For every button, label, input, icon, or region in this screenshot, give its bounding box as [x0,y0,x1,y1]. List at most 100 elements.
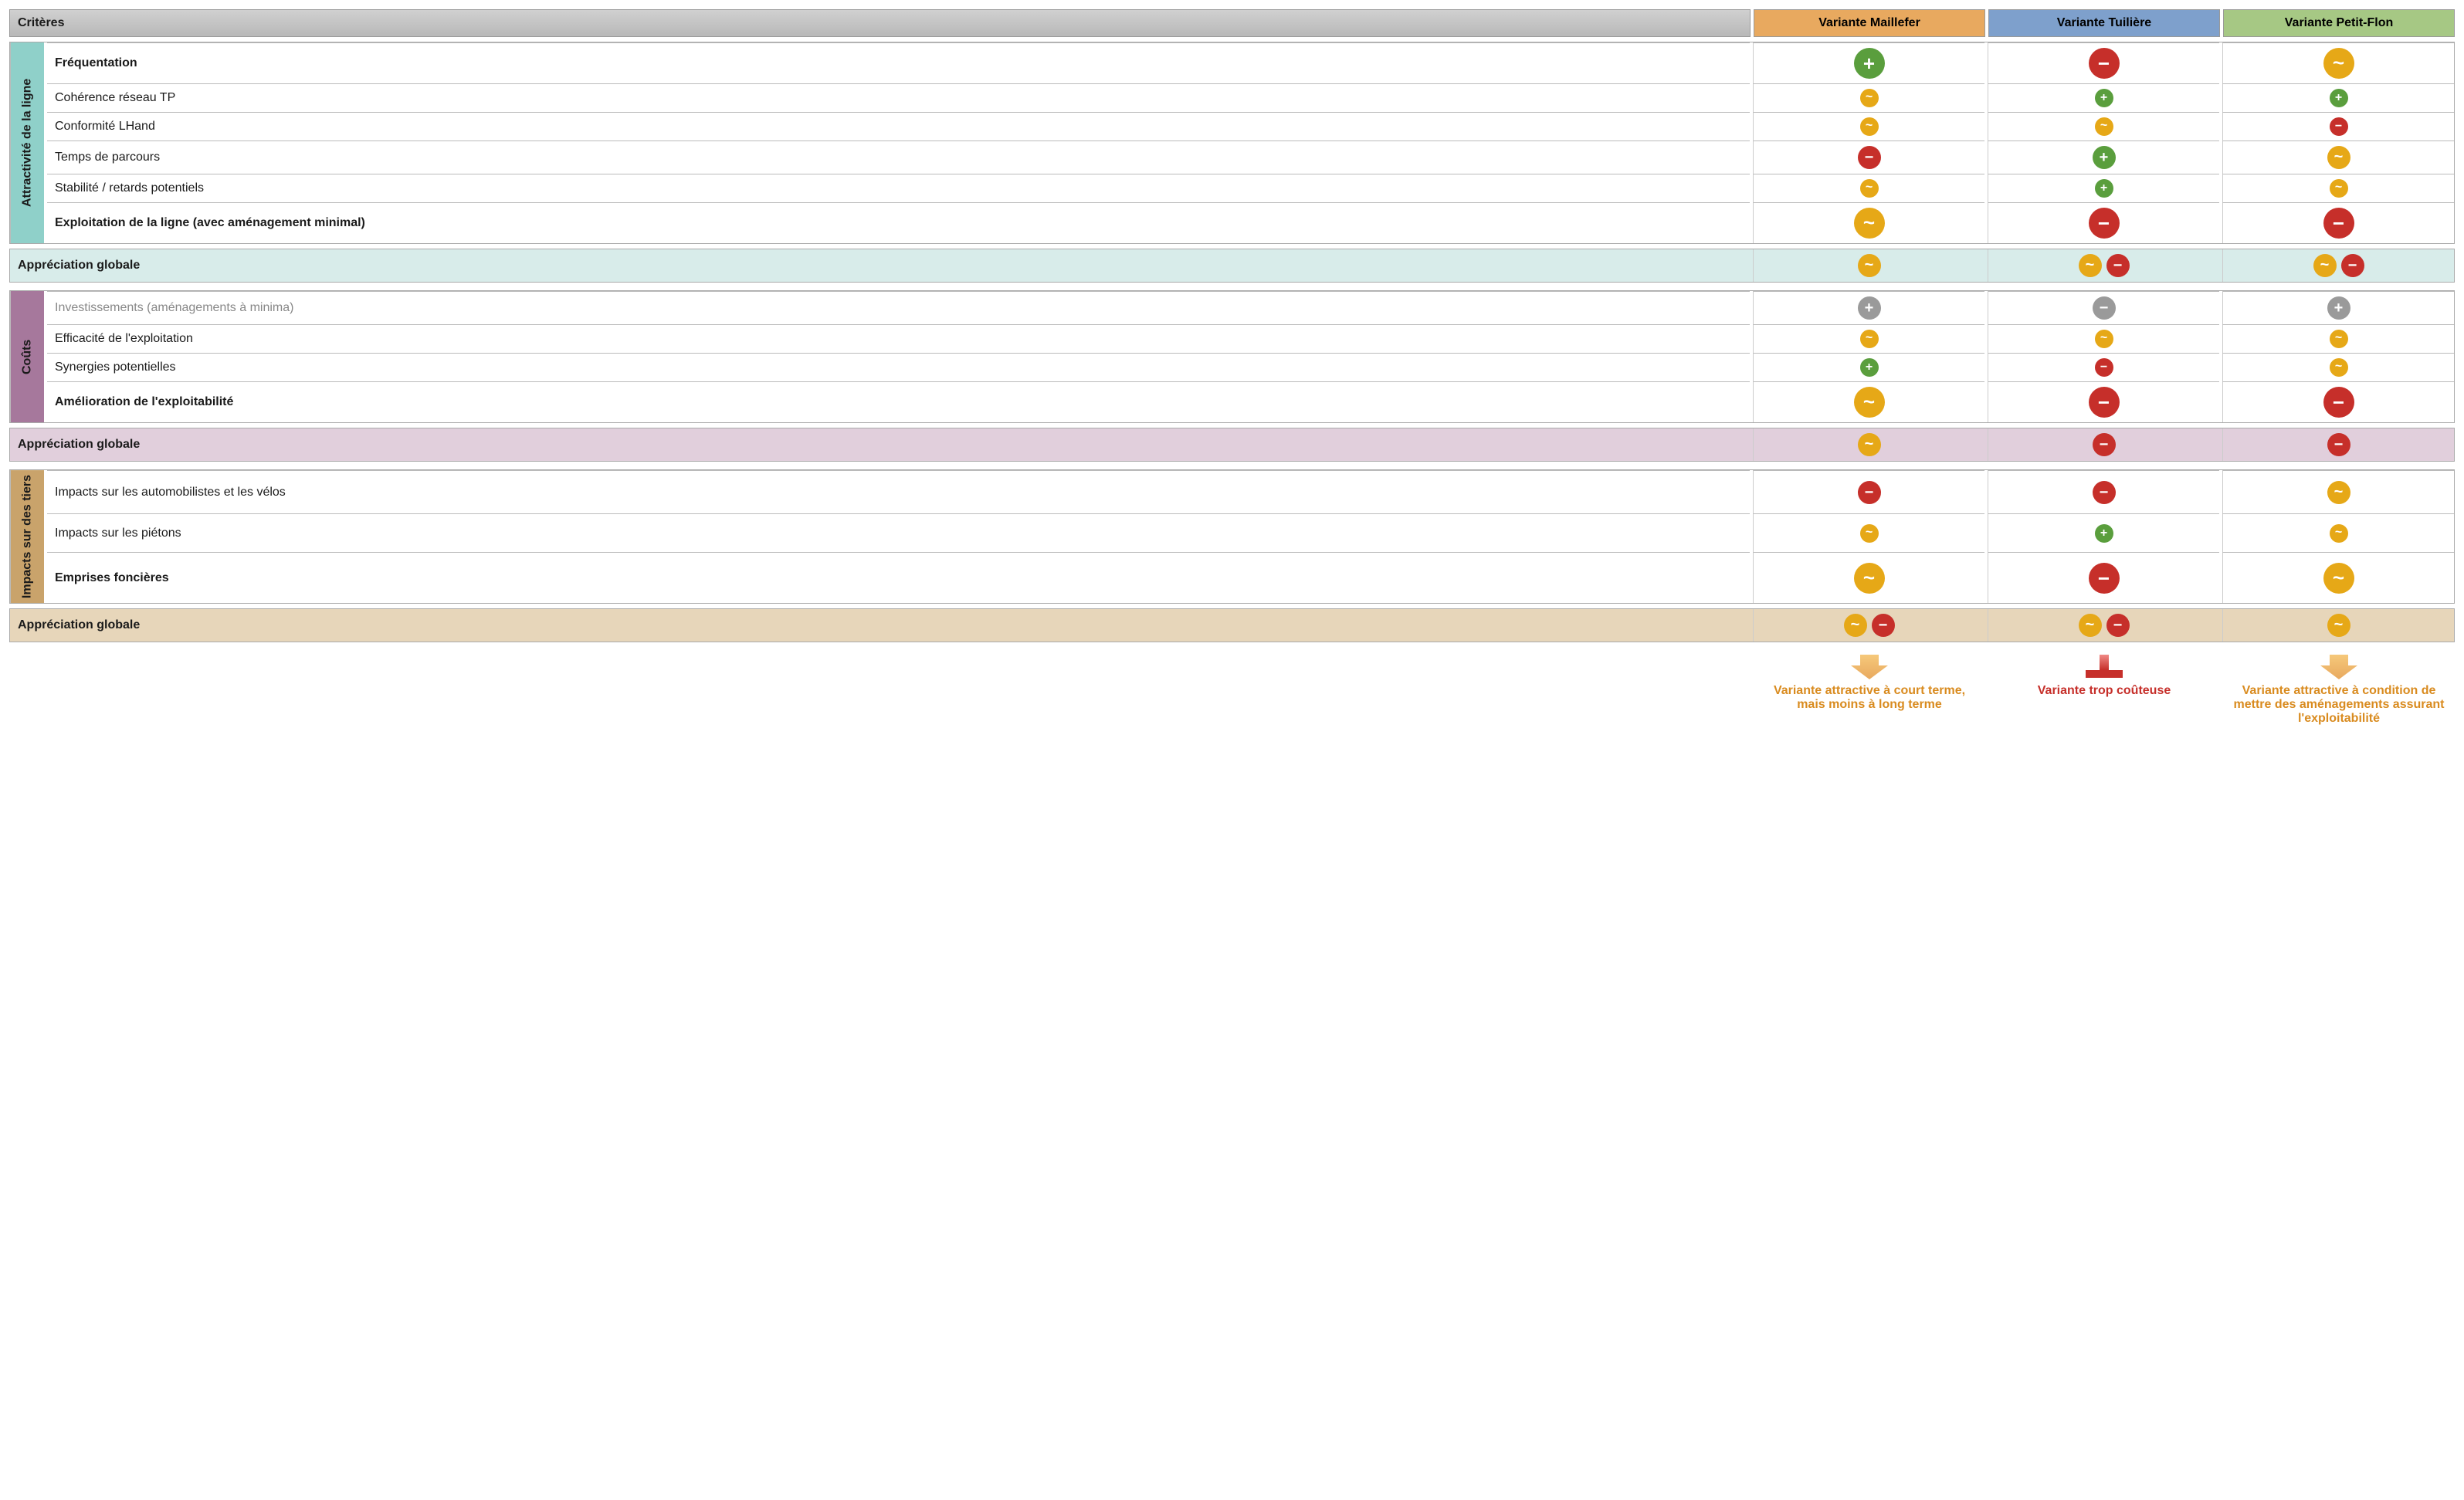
group-attractivite: Attractivité de la ligneFréquentationCoh… [9,42,2455,244]
minus-icon [2089,208,2120,239]
rating-cell [2222,174,2454,202]
rating-cell [2222,513,2454,552]
tilde-icon [2079,614,2102,637]
plus-icon [1854,48,1885,79]
minus-icon [2323,208,2354,239]
tilde-icon [2313,254,2337,277]
tilde-icon [2323,563,2354,594]
rating-cell [1753,291,1984,324]
plus-icon [2093,146,2116,169]
summary-label: Appréciation globale [10,609,1750,642]
tilde-icon [1860,524,1879,543]
tilde-icon [2079,254,2102,277]
criterion-label: Synergies potentielles [47,353,1750,381]
conclusion: Variante attractive à condition de mettr… [2223,650,2455,726]
rating-cell [1753,83,1984,112]
criterion-label: Temps de parcours [47,141,1750,174]
summary-cell [1988,609,2219,642]
criterion-label: Investissements (aménagements à minima) [47,291,1750,324]
criterion-label: Emprises foncières [47,552,1750,603]
criterion-label: Exploitation de la ligne (avec aménageme… [47,202,1750,243]
tilde-icon [1844,614,1867,637]
summary-cell [1753,609,1984,642]
rating-cell [2222,42,2454,83]
rating-cell [1753,202,1984,243]
arrow-down-icon [2316,653,2362,681]
minus-icon [2095,358,2113,377]
summary-cell [1988,249,2219,282]
rating-cell [2222,552,2454,603]
rating-cell [1988,141,2219,174]
rating-cell [2222,381,2454,422]
tilde-icon [2330,524,2348,543]
criterion-label: Cohérence réseau TP [47,83,1750,112]
rating-cell [1753,42,1984,83]
minus-icon [2341,254,2364,277]
tilde-icon [2095,117,2113,136]
tilde-icon [1858,254,1881,277]
conclusion-text: Variante attractive à court terme, mais … [1763,684,1976,712]
rating-cell [1753,174,1984,202]
tilde-icon [1860,179,1879,198]
minus-icon [2106,254,2130,277]
rating-cell [1988,202,2219,243]
plus-icon [2327,296,2350,320]
rating-cell [2222,470,2454,513]
rating-cell [2222,353,2454,381]
tilde-icon [1854,208,1885,239]
rating-cell [1753,112,1984,141]
header-criteres: Critères [9,9,1751,37]
tilde-icon [1860,89,1879,107]
tilde-icon [1860,330,1879,348]
header-variant: Variante Petit-Flon [2223,9,2455,37]
criterion-label: Conformité LHand [47,112,1750,141]
rating-cell [1988,291,2219,324]
rating-cell [1988,353,2219,381]
rating-cell [1753,324,1984,353]
criterion-label: Stabilité / retards potentiels [47,174,1750,202]
summary-cell [1753,428,1984,461]
rating-cell [1988,83,2219,112]
rating-cell [1988,324,2219,353]
criterion-label: Efficacité de l'exploitation [47,324,1750,353]
group-tab: Impacts sur des tiers [10,470,44,603]
rating-cell [1988,112,2219,141]
summary-row: Appréciation globale [9,428,2455,462]
rating-cell [1988,174,2219,202]
tilde-icon [2327,146,2350,169]
minus-icon [2327,433,2350,456]
tilde-icon [2327,481,2350,504]
minus-icon [1872,614,1895,637]
minus-icon [2106,614,2130,637]
group-impacts: Impacts sur des tiersImpacts sur les aut… [9,469,2455,604]
tilde-icon [1858,433,1881,456]
minus-icon [2093,296,2116,320]
rating-cell [1988,513,2219,552]
plus-icon [2330,89,2348,107]
rating-cell [1753,470,1984,513]
tilde-icon [2095,330,2113,348]
rating-cell [1753,552,1984,603]
rating-cell [2222,202,2454,243]
plus-icon [2095,179,2113,198]
conclusion-text: Variante trop coûteuse [1998,684,2211,698]
summary-cell [2222,428,2454,461]
summary-cell [2222,609,2454,642]
criterion-label: Impacts sur les automobilistes et les vé… [47,470,1750,513]
rating-cell [1988,381,2219,422]
group-couts: CoûtsInvestissements (aménagements à min… [9,290,2455,423]
tilde-icon [2327,614,2350,637]
tilde-icon [1854,387,1885,418]
rating-cell [1988,42,2219,83]
summary-row: Appréciation globale [9,608,2455,642]
criterion-label: Amélioration de l'exploitabilité [47,381,1750,422]
rating-cell [2222,83,2454,112]
header-variant: Variante Tuilière [1988,9,2220,37]
rating-cell [1753,141,1984,174]
summary-label: Appréciation globale [10,428,1750,461]
plus-icon [2095,89,2113,107]
rating-cell [2222,141,2454,174]
minus-icon [2089,48,2120,79]
criterion-label: Fréquentation [47,42,1750,83]
plus-icon [2095,524,2113,543]
